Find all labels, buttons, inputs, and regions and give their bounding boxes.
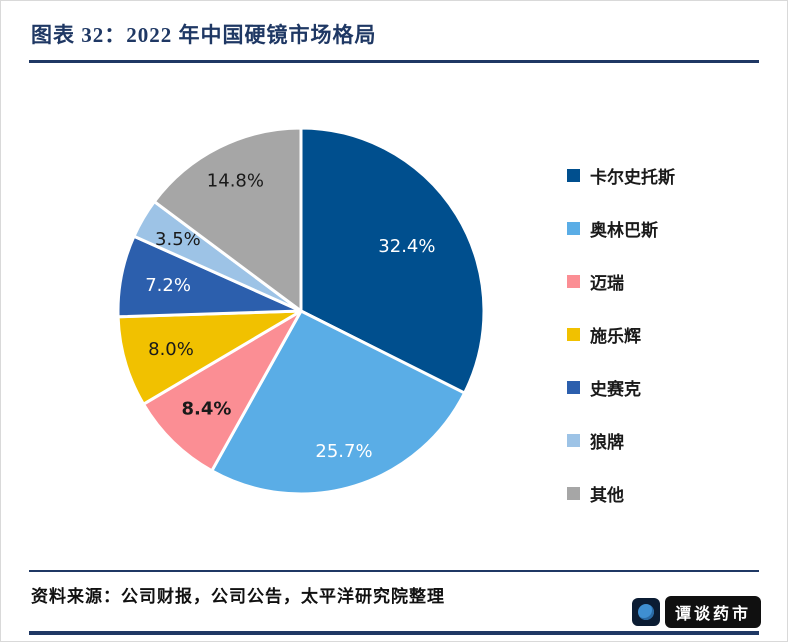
- source-note: 资料来源：公司财报，公司公告，太平洋研究院整理: [31, 587, 445, 606]
- legend-swatch: [567, 328, 580, 341]
- legend-label: 史赛克: [590, 380, 641, 399]
- pie-slice-label-6: 14.8%: [207, 170, 264, 191]
- figure-title: 图表 32：2022 年中国硬镜市场格局: [31, 23, 377, 47]
- legend-item-0: 卡尔史托斯: [567, 163, 675, 188]
- pie-slice-3: [116, 309, 303, 406]
- pie-slice-label-3: 8.0%: [148, 339, 194, 360]
- pie-slice-label-4: 7.2%: [145, 275, 191, 296]
- legend-item-2: 迈瑞: [567, 269, 675, 294]
- legend-item-6: 其他: [567, 481, 675, 506]
- legend-swatch: [567, 434, 580, 447]
- legend-label: 卡尔史托斯: [590, 168, 675, 187]
- legend-label: 其他: [590, 486, 624, 505]
- legend-label: 奥林巴斯: [590, 221, 658, 240]
- pie-slice-label-1: 25.7%: [315, 441, 372, 462]
- pie-slice-0: [299, 126, 486, 395]
- header-divider: [29, 60, 759, 63]
- pie-slice-6: [152, 126, 303, 313]
- footer-divider: [29, 570, 759, 572]
- legend: 卡尔史托斯奥林巴斯迈瑞施乐辉史赛克狼牌其他: [567, 163, 675, 506]
- pie-slice-1: [210, 309, 467, 496]
- legend-swatch: [567, 381, 580, 394]
- legend-item-4: 史赛克: [567, 375, 675, 400]
- pie-svg: 32.4% 25.7% 8.4% 8.0% 7.2% 3.5% 14.8%: [116, 126, 486, 496]
- legend-label: 狼牌: [590, 433, 624, 452]
- legend-item-5: 狼牌: [567, 428, 675, 453]
- watermark: 谭谈药市: [631, 596, 761, 628]
- bottom-border: [29, 631, 759, 635]
- pie-slice-2: [141, 309, 303, 473]
- legend-swatch: [567, 169, 580, 182]
- pie-slice-label-2: 8.4%: [182, 398, 232, 419]
- legend-label: 迈瑞: [590, 274, 624, 293]
- watermark-badge: 谭谈药市: [664, 596, 761, 628]
- watermark-text: 谭谈药市: [674, 606, 751, 623]
- legend-swatch: [567, 487, 580, 500]
- pie-slice-label-5: 3.5%: [155, 229, 201, 250]
- legend-item-3: 施乐辉: [567, 322, 675, 347]
- legend-item-1: 奥林巴斯: [567, 216, 675, 241]
- watermark-logo-dot: [637, 604, 654, 620]
- pie-slice-label-0: 32.4%: [378, 236, 435, 257]
- watermark-logo-icon: [631, 598, 660, 626]
- legend-swatch: [567, 222, 580, 235]
- legend-swatch: [567, 275, 580, 288]
- legend-label: 施乐辉: [590, 327, 641, 346]
